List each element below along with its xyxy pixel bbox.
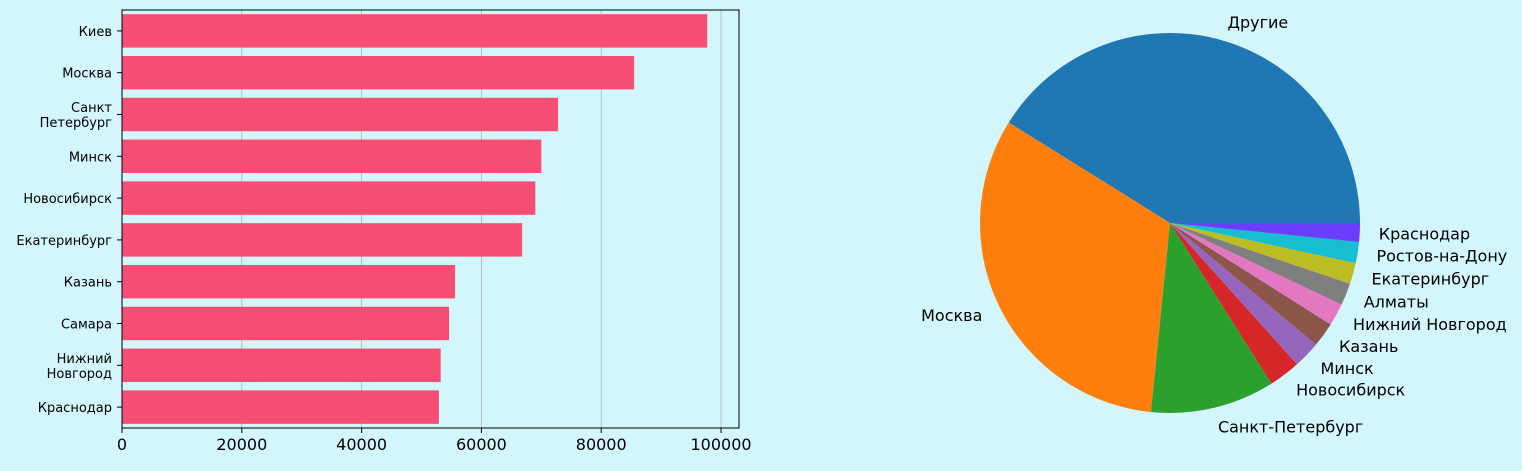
bar-новосибирск <box>122 181 536 215</box>
y-tick-label: Краснодар <box>38 401 112 416</box>
bar-chart: Киев Москва Санкт Петербург Минск Новосибирск… <box>16 9 752 454</box>
pie-slice-казань <box>1170 223 1331 345</box>
bar-екатеринбург <box>122 223 523 257</box>
bar-минск <box>122 139 542 174</box>
y-tick-label: Новосибирск <box>23 192 112 207</box>
bar-москва <box>122 55 635 90</box>
x-tick-label: 80000 <box>576 435 627 454</box>
pie-slice-нижний-новгород <box>1170 223 1342 325</box>
bar-краснодар <box>122 390 439 424</box>
pie-slices <box>980 33 1360 413</box>
pie-slice-алматы <box>1170 223 1351 305</box>
bar-санкт-петербург <box>122 97 559 132</box>
pie-slice-москва <box>980 122 1170 413</box>
pie-label: Алматы <box>1364 292 1429 311</box>
bar-самара <box>122 306 450 341</box>
pie-slice-минск <box>1170 223 1316 365</box>
pie-slice-екатеринбург <box>1170 223 1356 284</box>
pie-label: Москва <box>921 306 982 325</box>
bar-казань <box>122 264 456 299</box>
pie-label: Ростов-на-Дону <box>1376 247 1507 266</box>
pie-label: Другие <box>1227 13 1288 32</box>
y-tick-label: Киев <box>79 25 112 40</box>
bar-series <box>122 14 708 424</box>
pie-slice-новосибирск <box>1170 223 1298 384</box>
pie-label: Краснодар <box>1379 224 1470 243</box>
pie-labels: Другие Москва Санкт-Петербург Новосибирск Ми… <box>921 13 1507 436</box>
pie-chart: Другие Москва Санкт-Петербург Новосибирск Ми… <box>921 13 1507 436</box>
x-tick-label: 20000 <box>216 435 267 454</box>
y-tick-label: Екатеринбург <box>16 234 112 249</box>
bar-нижний-новгород <box>122 348 441 383</box>
pie-slice-ростов-на-дону <box>1170 223 1360 264</box>
y-tick-label: Минск <box>69 150 112 165</box>
pie-slice-другие <box>1008 33 1360 223</box>
y-tick-label: Санкт Петербург <box>40 101 113 131</box>
y-tick-label: Казань <box>64 276 112 291</box>
pie-label: Новосибирск <box>1296 381 1405 400</box>
pie-label: Нижний Новгород <box>1353 315 1507 334</box>
bar-y-axis: Киев Москва Санкт Петербург Минск Новосибирск… <box>16 25 122 416</box>
pie-label: Санкт-Петербург <box>1218 417 1363 436</box>
bar-x-axis: 0 20000 40000 60000 80000 100000 <box>117 428 752 454</box>
x-tick-label: 60000 <box>456 435 507 454</box>
x-tick-label: 40000 <box>336 435 387 454</box>
x-tick-label: 100000 <box>690 435 751 454</box>
y-tick-label: Самара <box>61 318 112 333</box>
pie-label: Екатеринбург <box>1371 270 1489 289</box>
y-tick-label: Москва <box>62 67 112 82</box>
pie-label: Казань <box>1339 337 1398 356</box>
bar-киев <box>122 14 708 48</box>
y-tick-label: Нижний Новгород <box>47 352 112 382</box>
x-tick-label: 0 <box>117 435 127 454</box>
pie-slice-санкт-петербург <box>1151 223 1272 413</box>
bar-plot-frame <box>121 9 740 429</box>
pie-label: Минск <box>1321 359 1374 378</box>
pie-slice-краснодар <box>1170 223 1360 242</box>
